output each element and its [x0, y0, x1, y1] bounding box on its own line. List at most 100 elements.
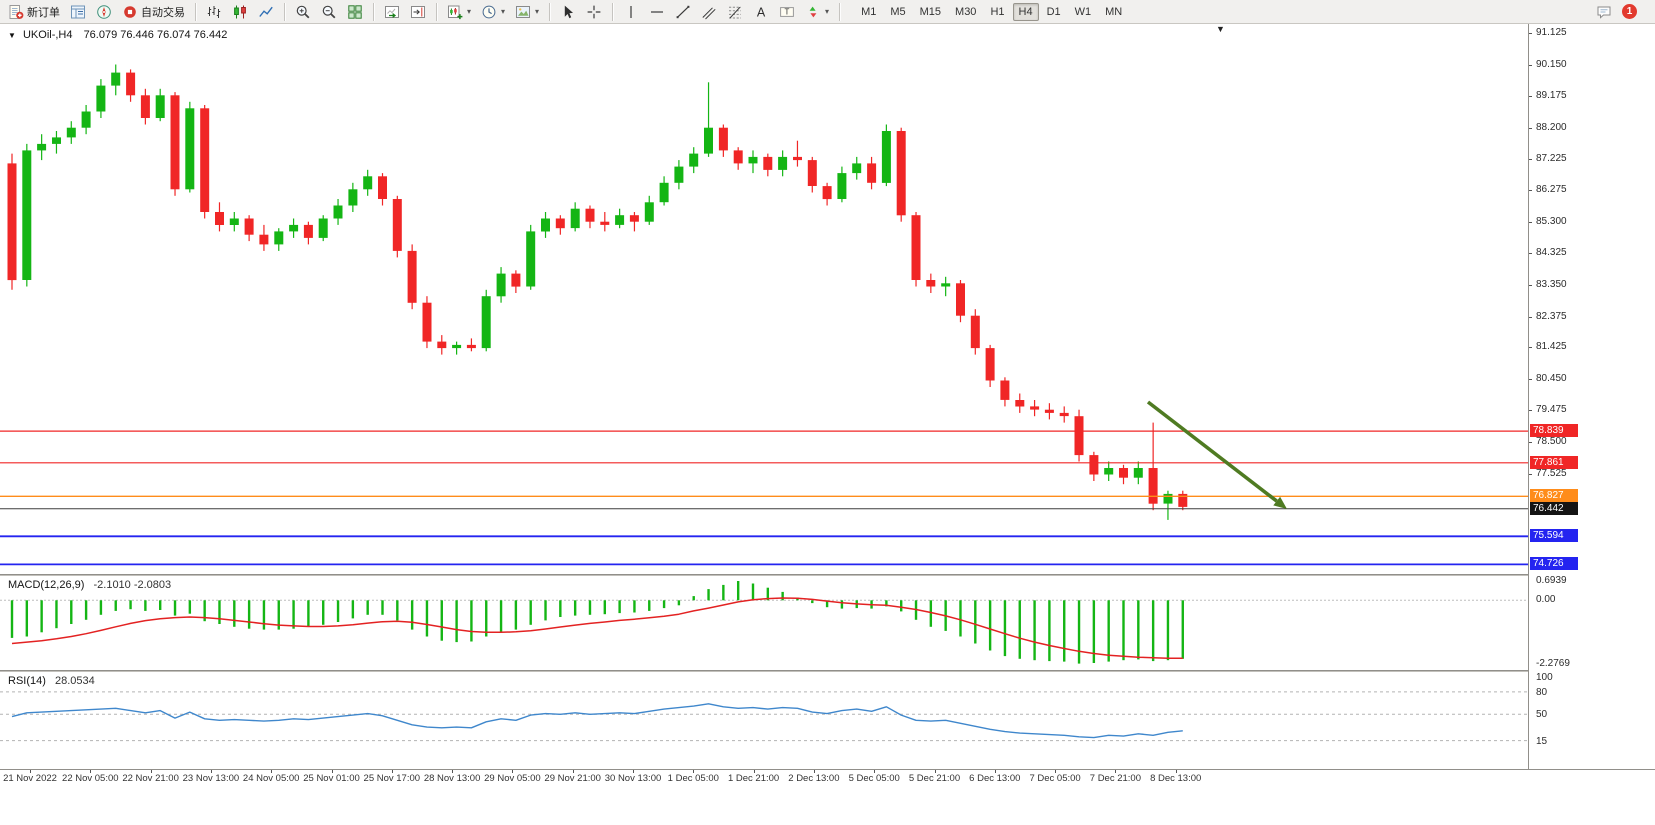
channel-icon	[701, 4, 717, 20]
price-axis-tick	[1529, 190, 1532, 192]
macd-signal-line	[11, 597, 1183, 660]
templates-button[interactable]: ▾	[511, 1, 543, 23]
timeframe-h1-button[interactable]: H1	[990, 5, 1005, 18]
timeframe-mn-button[interactable]: MN	[1105, 5, 1123, 18]
navigator-button[interactable]	[92, 1, 116, 23]
candlestick	[452, 341, 462, 355]
candlestick	[541, 212, 550, 238]
time-axis-label: 7 Dec 05:00	[1029, 773, 1081, 784]
toolbar-separator	[549, 2, 551, 21]
candlestick	[555, 215, 565, 235]
dropdown-caret-icon: ▾	[535, 7, 540, 16]
candlestick	[348, 182, 358, 212]
clock-icon	[481, 4, 497, 20]
timeframe-w1-button[interactable]: W1	[1074, 5, 1092, 18]
hline-icon	[649, 4, 665, 20]
pane-divider[interactable]	[0, 574, 1655, 576]
time-axis-tick	[90, 770, 92, 773]
timeframe-m1-button[interactable]: M1	[861, 5, 877, 18]
cursor-button[interactable]	[556, 1, 580, 23]
notification-badge[interactable]: 1	[1622, 4, 1637, 19]
candlestick	[407, 244, 417, 310]
time-axis[interactable]: 21 Nov 2022 22 Nov 05:00 22 Nov 21:00 23 No…	[0, 769, 1655, 787]
trend-arrow[interactable]	[1146, 400, 1278, 503]
auto-scroll-button[interactable]	[380, 1, 404, 23]
time-axis-tick	[1055, 770, 1057, 773]
candlestick	[1133, 461, 1143, 485]
time-axis-tick	[271, 770, 273, 773]
price-axis[interactable]: 91.125 90.150 89.175 88.200 87.225 86.275 85.3…	[1528, 24, 1655, 769]
zoom-in-button[interactable]	[291, 1, 315, 23]
main-chart[interactable]	[0, 24, 1528, 574]
candlestick	[496, 267, 506, 303]
candlestick	[155, 88, 165, 122]
rsi-value: 28.0534	[54, 675, 95, 687]
candlestick	[1089, 451, 1099, 481]
candlestick	[585, 205, 595, 229]
timeframe-h4-button[interactable]: H4	[1012, 2, 1039, 21]
new-order-button[interactable]: 新订单	[4, 1, 64, 23]
zoom-in-icon	[295, 4, 311, 20]
market-watch-button[interactable]	[66, 1, 90, 23]
pane-divider[interactable]	[0, 670, 1655, 672]
toolbar-separator	[612, 2, 614, 21]
chat-icon[interactable]	[1596, 4, 1612, 20]
candlestick	[511, 270, 521, 293]
tile-windows-button[interactable]	[343, 1, 367, 23]
toolbar-separator	[284, 2, 285, 21]
candlestick	[1044, 403, 1054, 420]
candlestick	[896, 127, 906, 222]
candlestick	[807, 156, 817, 193]
chart-window[interactable]: ▼ UKOil-,H4 76.079 76.446 76.074 76.442 …	[0, 24, 1655, 787]
candlestick	[1178, 490, 1188, 511]
zoom-out-icon	[321, 4, 337, 20]
bar-chart-button[interactable]	[202, 1, 226, 23]
price-axis-tick	[1529, 159, 1532, 161]
chart-shift-marker-icon[interactable]: ▼	[1216, 24, 1225, 34]
text-button[interactable]: A	[749, 1, 773, 23]
line-chart-button[interactable]	[254, 1, 278, 23]
price-axis-label: 82.375	[1536, 310, 1567, 322]
timeframe-d1-button[interactable]: D1	[1046, 5, 1061, 18]
timeframe-m15-button[interactable]: M15	[919, 5, 942, 18]
time-axis-tick	[994, 770, 996, 773]
chart-shift-button[interactable]	[406, 1, 430, 23]
candlestick	[704, 82, 713, 157]
price-axis-label: 79.475	[1536, 404, 1567, 416]
fibonacci-button[interactable]	[723, 1, 747, 23]
candlestick	[1015, 393, 1025, 413]
autotrading-button[interactable]: 自动交易	[118, 1, 189, 23]
channel-button[interactable]	[697, 1, 721, 23]
new-chart-button[interactable]: ▾	[443, 1, 475, 23]
candlestick	[185, 101, 195, 193]
price-axis-label: 90.150	[1536, 58, 1567, 70]
trendline-button[interactable]	[671, 1, 695, 23]
timeframe-m30-button[interactable]: M30	[955, 5, 977, 18]
label-button[interactable]: T	[775, 1, 799, 23]
vertical-line-button[interactable]	[619, 1, 643, 23]
candlestick	[244, 215, 254, 242]
time-axis-label: 25 Nov 01:00	[303, 773, 360, 784]
arrows-button[interactable]: ▾	[801, 1, 833, 23]
price-axis-label: 80.450	[1536, 372, 1567, 384]
candlestick	[170, 92, 180, 196]
macd-histogram	[10, 581, 1184, 664]
candlestick	[1163, 490, 1173, 520]
candle-chart-button[interactable]	[228, 1, 252, 23]
candlestick	[66, 121, 76, 144]
periods-button[interactable]: ▾	[477, 1, 509, 23]
macd-pane[interactable]	[0, 576, 1528, 670]
horizontal-line-button[interactable]	[645, 1, 669, 23]
zoom-out-button[interactable]	[317, 1, 341, 23]
crosshair-button[interactable]	[582, 1, 606, 23]
price-tag: 74.726	[1530, 557, 1578, 571]
one-click-trading-toggle[interactable]: ▼	[8, 31, 16, 40]
timeframe-m5-button[interactable]: M5	[890, 5, 906, 18]
rsi-axis-label: 80	[1536, 686, 1548, 698]
macd-name: MACD(12,26,9)	[8, 579, 85, 591]
rsi-pane[interactable]	[0, 672, 1528, 767]
time-axis-tick	[452, 770, 454, 773]
candlestick	[644, 195, 654, 225]
candlestick	[274, 228, 284, 251]
